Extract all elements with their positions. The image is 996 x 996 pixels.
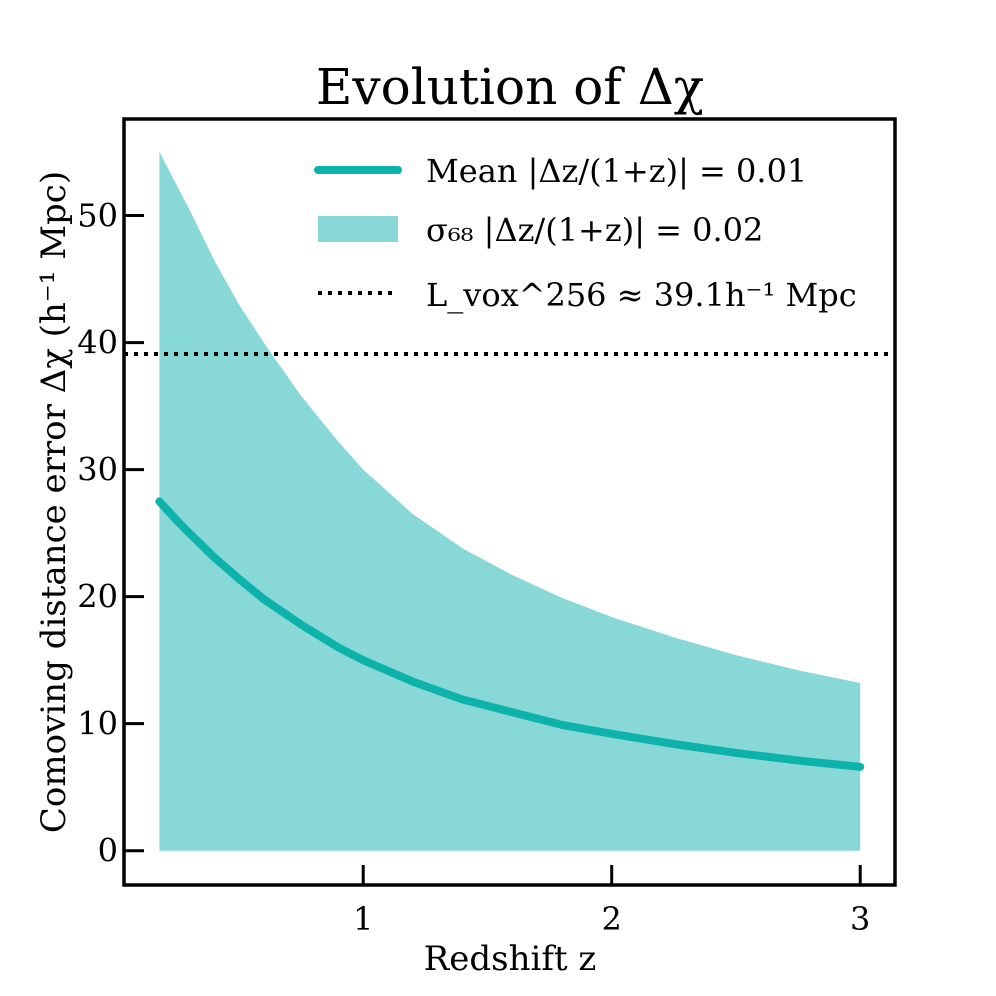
- chart-title: Evolution of Δχ: [316, 58, 704, 116]
- y-tick-label-30: 30: [77, 451, 118, 489]
- sigma68-band: [159, 152, 861, 851]
- mean-line: [155, 497, 865, 771]
- x-tick-label-1: 1: [353, 900, 373, 938]
- y-tick-label-50: 50: [77, 197, 118, 235]
- y-tick-label-20: 20: [77, 578, 118, 616]
- y-tick-label-40: 40: [77, 324, 118, 362]
- legend-band-swatch: [318, 216, 398, 242]
- legend-mean-label: Mean |Δz/(1+z)| = 0.01: [426, 152, 807, 190]
- axes-frame: [122, 117, 897, 887]
- y-tick-label-0: 0: [98, 832, 118, 870]
- x-tick-label-3: 3: [850, 900, 870, 938]
- x-tick-label-2: 2: [602, 900, 622, 938]
- legend: Mean |Δz/(1+z)| = 0.01 σ₆₈ |Δz/(1+z)| = …: [314, 152, 857, 314]
- x-axis-label: Redshift z: [424, 939, 597, 979]
- legend-hline-label: L_vox^256 ≈ 39.1h⁻¹ Mpc: [426, 276, 857, 314]
- y-tick-label-10: 10: [77, 705, 118, 743]
- plot-area: [124, 152, 895, 851]
- y-axis-label: Comoving distance error Δχ (h⁻¹ Mpc): [34, 171, 74, 833]
- legend-band-label: σ₆₈ |Δz/(1+z)| = 0.02: [426, 211, 763, 249]
